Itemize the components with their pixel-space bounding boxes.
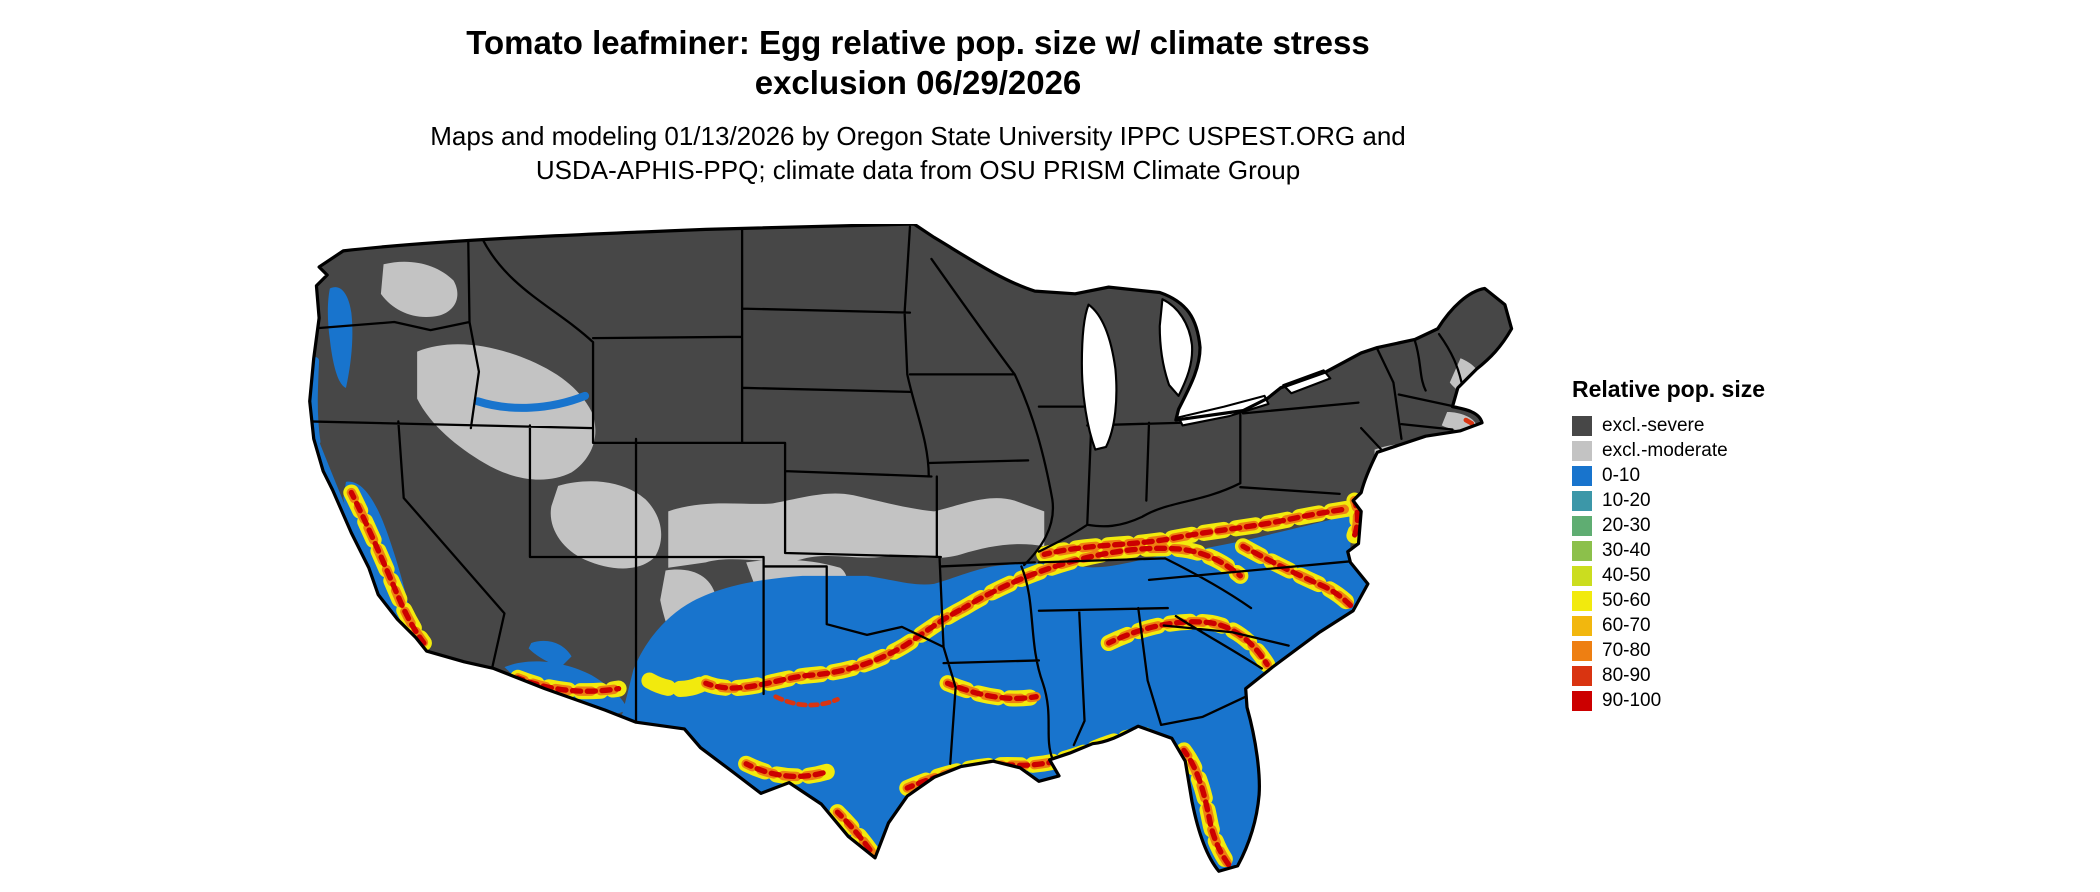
legend-item: 70-80 [1572, 638, 1832, 663]
page-title-line1: Tomato leafminer: Egg relative pop. size… [466, 24, 1370, 61]
legend-title: Relative pop. size [1572, 376, 1766, 402]
legend-swatch [1572, 590, 1592, 611]
legend-item-label: 90-100 [1602, 690, 1662, 711]
subtitle-line1: Maps and modeling 01/13/2026 by Oregon S… [430, 121, 1406, 151]
legend-swatch [1572, 465, 1592, 486]
legend-item: 0-10 [1572, 463, 1832, 488]
legend-item: 50-60 [1572, 588, 1832, 613]
legend-item-label: excl.-moderate [1602, 440, 1728, 461]
legend-item: 90-100 [1572, 688, 1832, 713]
legend-item-label: 0-10 [1602, 465, 1641, 486]
legend-item-label: 10-20 [1602, 490, 1651, 511]
subtitle-line2: USDA-APHIS-PPQ; climate data from OSU PR… [535, 155, 1301, 185]
legend-item-label: 60-70 [1602, 615, 1651, 636]
legend-swatch [1572, 690, 1592, 711]
lake-huron [1158, 298, 1194, 397]
us-map [302, 224, 1526, 884]
legend-swatch [1572, 515, 1592, 536]
legend-item: excl.-severe [1572, 413, 1832, 438]
legend-swatch [1572, 415, 1592, 436]
us-outline [308, 224, 1514, 873]
legend-item: 30-40 [1572, 538, 1832, 563]
legend-swatch [1572, 490, 1592, 511]
legend-item-label: 50-60 [1602, 590, 1651, 611]
legend-swatch [1572, 640, 1592, 661]
legend-swatch [1572, 540, 1592, 561]
region-pop-0-10 [327, 287, 1368, 872]
legend: Relative pop. size excl.-severe excl.-mo… [1572, 376, 1832, 713]
legend-item-label: 80-90 [1602, 665, 1651, 686]
legend-item: 10-20 [1572, 488, 1832, 513]
legend-swatch [1572, 440, 1592, 461]
us-map-svg [308, 224, 1514, 873]
legend-item-label: 70-80 [1602, 640, 1651, 661]
page-title-line2: exclusion 06/29/2026 [754, 64, 1082, 101]
legend-swatch [1572, 565, 1592, 586]
lake-michigan [1080, 303, 1118, 451]
state-boundaries [309, 225, 1464, 765]
legend-item: 40-50 [1572, 563, 1832, 588]
legend-item: 20-30 [1572, 513, 1832, 538]
legend-item-label: 20-30 [1602, 515, 1651, 536]
band-pop-90-100 [316, 489, 1361, 869]
legend-item: 80-90 [1572, 663, 1832, 688]
legend-swatch [1572, 665, 1592, 686]
legend-item: excl.-moderate [1572, 438, 1832, 463]
legend-swatch [1572, 615, 1592, 636]
legend-item-label: 40-50 [1602, 565, 1651, 586]
legend-item-label: excl.-severe [1602, 415, 1705, 436]
legend-item-label: 30-40 [1602, 540, 1651, 561]
band-pop-80-90 [773, 417, 1478, 872]
legend-item: 60-70 [1572, 613, 1832, 638]
